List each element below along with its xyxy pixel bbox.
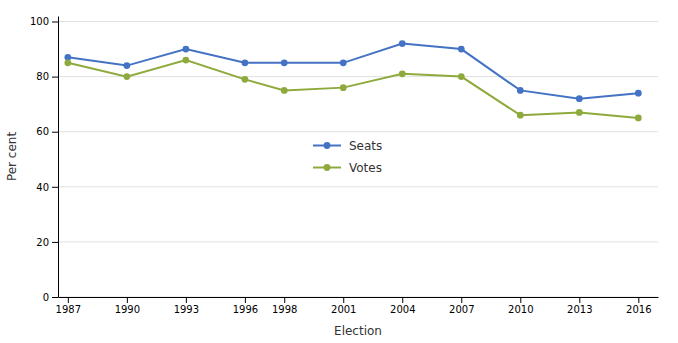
x-tick-mark [343, 297, 344, 303]
y-tick: 20 [36, 237, 58, 248]
point [399, 70, 406, 77]
x-tick-mark [284, 297, 285, 303]
series-line [68, 44, 638, 99]
x-tick-label: 1987 [56, 304, 81, 315]
plot-area: 1987 1990 1993 1996 1998 2001 2004 2007 2010 2013… [30, 16, 659, 315]
series-line [68, 60, 638, 118]
legend-item: Seats [313, 139, 382, 153]
x-tick-label: 2007 [449, 304, 474, 315]
x-tick-mark [68, 297, 69, 303]
x-tick: 2001 [331, 297, 356, 315]
point [182, 46, 189, 53]
x-tick-mark [245, 297, 246, 303]
point [340, 84, 347, 91]
y-tick-mark [52, 297, 58, 298]
point [635, 90, 642, 97]
point [458, 73, 465, 80]
y-tick-mark [52, 187, 58, 188]
point [458, 46, 465, 53]
point [517, 112, 524, 119]
y-axis-line [58, 17, 59, 298]
grid-line [58, 76, 658, 77]
x-tick: 2013 [567, 297, 592, 315]
point [123, 73, 130, 80]
point [64, 59, 71, 66]
grid [58, 22, 658, 297]
y-tick-mark [52, 132, 58, 133]
x-tick-label: 2016 [626, 304, 651, 315]
x-tick-label: 2013 [567, 304, 592, 315]
chart: 1987 1990 1993 1996 1998 2001 2004 2007 2010 2013… [0, 0, 678, 343]
point [281, 59, 288, 66]
x-tick: 2007 [449, 297, 474, 315]
x-tick-label: 1990 [115, 304, 140, 315]
x-tick-mark [579, 297, 580, 303]
grid-line [58, 241, 658, 242]
y-tick-label: 80 [36, 71, 49, 82]
point [517, 87, 524, 94]
point [399, 40, 406, 47]
legend-marker [324, 164, 331, 171]
grid-line [58, 297, 658, 298]
x-tick-mark [461, 297, 462, 303]
x-tick-label: 2010 [508, 304, 533, 315]
point [123, 62, 130, 69]
point [242, 59, 249, 66]
y-axis-title: Per cent [5, 132, 19, 182]
y-axis: 0 20 40 60 80 100 [30, 16, 59, 302]
y-tick: 0 [43, 292, 58, 303]
y-tick: 80 [36, 71, 58, 82]
y-tick: 40 [36, 182, 58, 193]
point [182, 57, 189, 64]
y-tick-mark [52, 242, 58, 243]
y-tick-label: 0 [43, 292, 49, 303]
x-tick: 1996 [233, 297, 258, 315]
legend-label: Votes [349, 161, 382, 175]
x-tick: 1998 [272, 297, 297, 315]
y-tick-label: 20 [36, 237, 49, 248]
legend: Seats Votes [313, 139, 382, 175]
y-tick-mark [52, 22, 58, 23]
x-tick: 1987 [56, 297, 81, 315]
grid-line [58, 131, 658, 132]
marks [64, 40, 641, 121]
y-tick-label: 40 [36, 182, 49, 193]
x-tick: 2016 [626, 297, 651, 315]
x-axis: 1987 1990 1993 1996 1998 2001 2004 2007 2010 2013… [56, 297, 659, 315]
x-tick-mark [127, 297, 128, 303]
x-tick: 1990 [115, 297, 140, 315]
grid-line [58, 21, 658, 22]
point [340, 59, 347, 66]
x-tick-mark [402, 297, 403, 303]
point [242, 76, 249, 83]
x-tick: 2010 [508, 297, 533, 315]
legend-item: Votes [313, 161, 382, 175]
x-tick: 2004 [390, 297, 415, 315]
point [576, 95, 583, 102]
x-tick-label: 1993 [174, 304, 199, 315]
x-tick-label: 1996 [233, 304, 258, 315]
grid-line [58, 186, 658, 187]
x-tick-label: 2004 [390, 304, 415, 315]
y-tick-label: 60 [36, 126, 49, 137]
y-tick: 60 [36, 126, 58, 137]
legend-label: Seats [349, 139, 382, 153]
x-tick-mark [520, 297, 521, 303]
y-tick: 100 [30, 16, 58, 27]
x-axis-title: Election [334, 324, 382, 338]
point [281, 87, 288, 94]
x-tick-mark [186, 297, 187, 303]
point [635, 115, 642, 122]
x-tick-label: 2001 [331, 304, 356, 315]
x-axis-line [59, 297, 659, 298]
y-tick-mark [52, 77, 58, 78]
point [576, 109, 583, 116]
x-tick-mark [638, 297, 639, 303]
x-tick-label: 1998 [272, 304, 297, 315]
y-tick-label: 100 [30, 16, 49, 27]
x-tick: 1993 [174, 297, 199, 315]
legend-marker [324, 142, 331, 149]
